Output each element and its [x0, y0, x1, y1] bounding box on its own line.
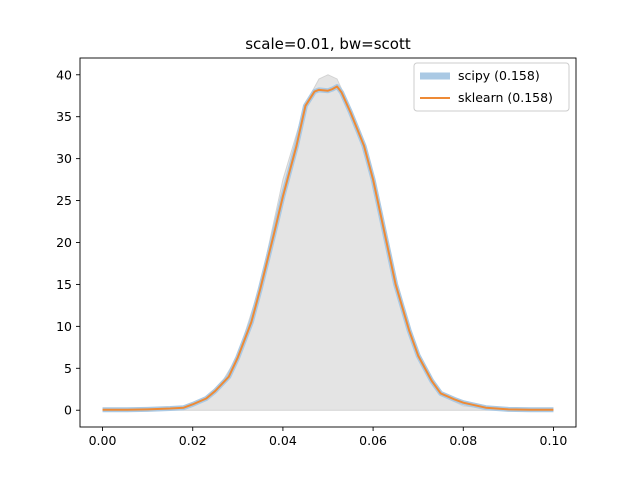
- legend: scipy (0.158) sklearn (0.158): [413, 62, 570, 112]
- y-tick-label: 40: [56, 67, 72, 82]
- y-tick-label: 25: [56, 193, 72, 208]
- x-tick-label: 0.10: [540, 433, 568, 448]
- x-tick-label: 0.04: [269, 433, 297, 448]
- plot-area: [79, 57, 577, 428]
- x-tick-label: 0.00: [89, 433, 117, 448]
- y-tick-label: 35: [56, 109, 72, 124]
- series-line-sklearn: [102, 85, 554, 411]
- chart-title: scale=0.01, bw=scott: [245, 35, 411, 53]
- y-tick-label: 5: [64, 361, 72, 376]
- legend-box: [413, 62, 570, 112]
- y-tick-label: 15: [56, 277, 72, 292]
- reference-density-fill: [102, 74, 554, 411]
- y-tick-label: 30: [56, 151, 72, 166]
- reference-fill-layer: [102, 74, 554, 411]
- y-tick-label: 20: [56, 235, 72, 250]
- series-lines-layer: [102, 84, 554, 413]
- x-tick-label: 0.06: [359, 433, 387, 448]
- legend-label-scipy: scipy (0.158): [458, 68, 540, 83]
- y-tick-label: 0: [64, 403, 72, 418]
- y-axis-ticks: 0 5 10 15 20 25 30 35 40: [56, 67, 80, 418]
- legend-label-sklearn: sklearn (0.158): [458, 90, 553, 105]
- x-tick-label: 0.08: [449, 433, 477, 448]
- y-tick-label: 10: [56, 319, 72, 334]
- x-tick-label: 0.02: [179, 433, 207, 448]
- x-axis-ticks: 0.00 0.02 0.04 0.06 0.08 0.10: [89, 427, 568, 448]
